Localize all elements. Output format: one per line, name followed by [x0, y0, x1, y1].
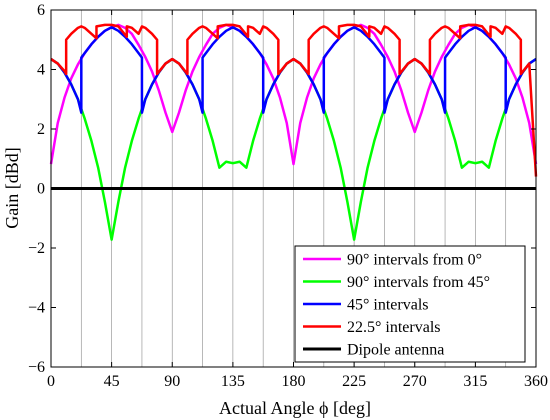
legend-label: 22.5° intervals [347, 319, 441, 336]
legend-label: 90° intervals from 0° [347, 252, 482, 269]
x-tick-label: 90 [164, 373, 180, 390]
x-tick-label: 315 [463, 373, 487, 390]
y-tick-label: 2 [37, 121, 45, 138]
y-tick-label: 0 [37, 181, 45, 198]
x-tick-label: 225 [342, 373, 366, 390]
x-tick-label: 0 [47, 373, 55, 390]
series-lines [49, 23, 538, 241]
x-tick-label: 270 [403, 373, 427, 390]
legend-label: Dipole antenna [347, 342, 444, 359]
y-axis-label: Gain [dBd] [2, 147, 22, 228]
x-tick-label: 135 [221, 373, 245, 390]
series-line-4 [50, 23, 538, 177]
x-tick-label: 180 [282, 373, 306, 390]
legend: 90° intervals from 0° 90° intervals from … [294, 245, 526, 363]
x-tick-label: 360 [524, 373, 548, 390]
y-tick-label: 4 [37, 62, 45, 79]
legend-label: 45° intervals [347, 297, 429, 314]
x-axis-label: Actual Angle ϕ [deg] [219, 398, 371, 418]
x-tick-label: 45 [104, 373, 120, 390]
legend-label: 90° intervals from 45° [347, 274, 490, 291]
y-tick-label: −4 [28, 300, 45, 317]
y-tick-label: −6 [28, 359, 45, 376]
y-tick-label: 6 [37, 2, 45, 19]
axis-ticks: 0 45 90 135 180 225 270 315 360 −6 −4 −2 0 2 4 6 [28, 2, 548, 390]
y-tick-label: −2 [28, 240, 45, 257]
